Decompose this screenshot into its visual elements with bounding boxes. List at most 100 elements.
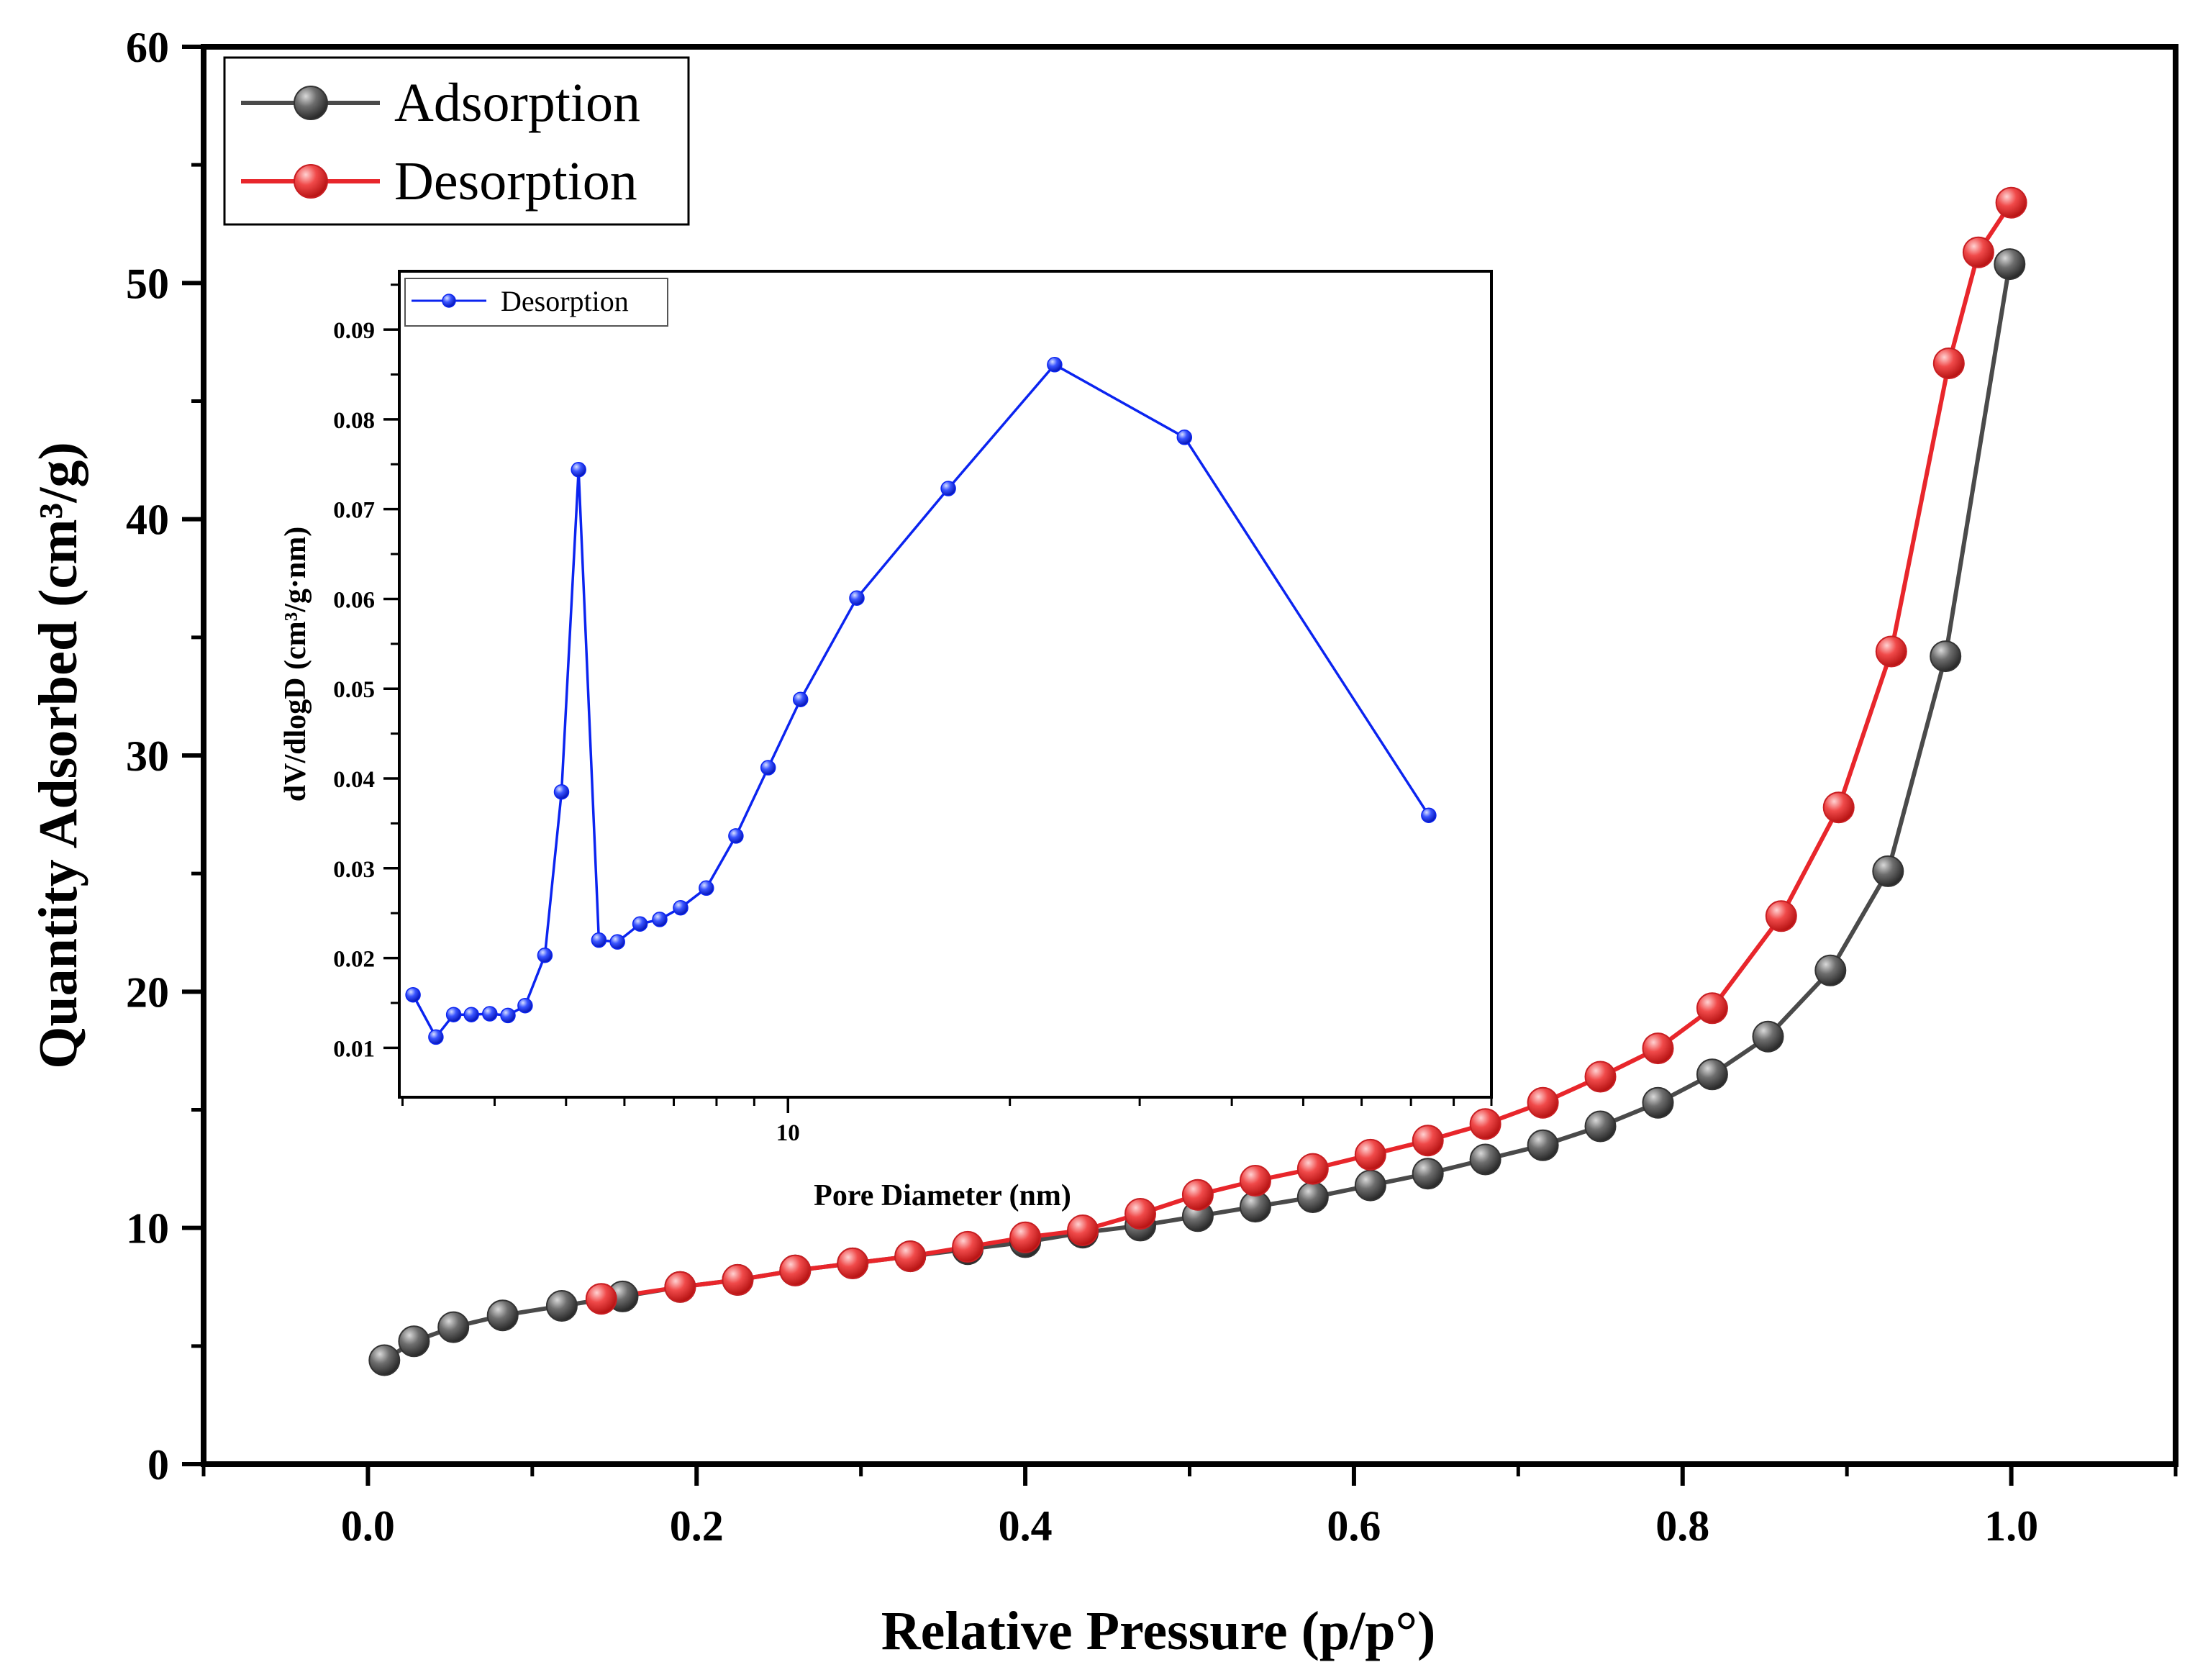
- inset-desorption-point: [760, 760, 776, 776]
- inset-legend-marker: [442, 294, 456, 308]
- desorption-point: [1527, 1086, 1559, 1119]
- adsorption-point: [1696, 1058, 1728, 1091]
- desorption-point: [1469, 1108, 1501, 1140]
- legend-adsorption-marker: [294, 86, 328, 120]
- inset-axes: 10 0.01 0.02 0.03 0.04 0.05 0.06 0.07 0.08 0.09: [333, 283, 1493, 1146]
- inset-desorption-point: [553, 784, 570, 800]
- adsorption-point: [437, 1311, 470, 1343]
- inset-desorption-point: [673, 899, 689, 916]
- inset-y-tick-label: 0.06: [333, 587, 375, 613]
- inset-desorption-point: [632, 916, 648, 932]
- desorption-point: [1239, 1165, 1271, 1197]
- main-x-tick-label: 0.2: [670, 1502, 724, 1550]
- main-y-tick-label: 20: [126, 968, 169, 1016]
- inset-desorption-point: [517, 997, 533, 1014]
- legend-adsorption-label: Adsorption: [394, 73, 640, 133]
- desorption-point: [1932, 348, 1965, 379]
- desorption-point: [664, 1271, 696, 1303]
- inset-y-tick-label: 0.04: [333, 767, 375, 793]
- inset-desorption-point: [792, 691, 809, 707]
- inset-desorption-point: [463, 1007, 479, 1022]
- main-y-tick-label: 30: [126, 732, 169, 780]
- main-legend-box: [223, 56, 690, 226]
- inset-y-tick-label: 0.07: [333, 498, 375, 524]
- inset-desorption-point: [609, 934, 625, 950]
- desorption-point: [1642, 1032, 1674, 1065]
- adsorption-point: [1642, 1086, 1674, 1119]
- inset-y-tick-label: 0.03: [333, 857, 375, 883]
- inset-y-tick-label: 0.05: [333, 677, 375, 703]
- adsorption-point: [1469, 1143, 1501, 1176]
- adsorption-point: [1872, 855, 1904, 887]
- main-series-layer: [368, 186, 2027, 1376]
- desorption-point: [779, 1254, 812, 1286]
- inset-legend: Desorption: [404, 278, 668, 327]
- adsorption-point: [1527, 1129, 1559, 1161]
- desorption-point: [1875, 635, 1907, 668]
- adsorption-point: [1814, 954, 1847, 986]
- inset-y-tick-label: 0.01: [333, 1036, 375, 1062]
- desorption-point: [1995, 186, 2027, 219]
- adsorption-point: [1994, 248, 2026, 281]
- inset-desorption-point: [405, 986, 421, 1003]
- inset-desorption-point: [571, 462, 586, 478]
- inset-desorption-point: [428, 1029, 444, 1045]
- inset-plot-frame: [398, 270, 1493, 1099]
- inset-series-layer: [405, 357, 1437, 1045]
- adsorption-point: [1584, 1110, 1617, 1143]
- adsorption-point: [545, 1290, 578, 1322]
- inset-legend-label: Desorption: [501, 285, 629, 317]
- inset-y-tick-label: 0.08: [333, 408, 375, 434]
- inset-desorption-point: [1047, 357, 1063, 373]
- inset-y-axis-title: dV/dlogD (cm³/g·nm): [279, 527, 312, 802]
- inset-desorption-point: [849, 590, 865, 606]
- inset-desorption-point: [482, 1006, 498, 1022]
- desorption-point: [1181, 1179, 1214, 1211]
- main-x-tick-label: 0.6: [1327, 1502, 1381, 1550]
- main-y-axis-title: Quantity Adsorbed (cm³/g): [28, 442, 88, 1068]
- inset-desorption-point: [1421, 807, 1437, 823]
- main-axes: 0.0 0.2 0.4 0.6 0.8 1.0 0 10 20 30 40 50 60: [126, 24, 2178, 1550]
- main-x-axis-title: Relative Pressure (p/p°): [881, 1601, 1436, 1661]
- desorption-point: [1354, 1138, 1386, 1171]
- main-y-tick-label: 50: [126, 260, 169, 307]
- desorption-point: [952, 1230, 984, 1263]
- main-legend: Adsorption Desorption: [223, 56, 690, 226]
- desorption-point: [585, 1283, 617, 1315]
- inset-y-tick-label: 0.09: [333, 318, 375, 344]
- desorption-point: [837, 1247, 869, 1279]
- inset-desorption-point: [1176, 430, 1193, 445]
- desorption-point: [1296, 1153, 1329, 1185]
- main-y-tick-label: 10: [126, 1205, 169, 1253]
- inset-y-tick-label: 0.02: [333, 947, 375, 973]
- desorption-point: [722, 1263, 754, 1296]
- desorption-point: [1765, 900, 1797, 932]
- legend-desorption-marker: [294, 164, 328, 199]
- desorption-point: [1009, 1221, 1042, 1253]
- main-y-tick-label: 40: [126, 496, 169, 544]
- desorption-point: [1412, 1125, 1444, 1157]
- inset-desorption-point: [699, 880, 714, 896]
- desorption-point: [1584, 1061, 1617, 1093]
- desorption-point: [1822, 791, 1855, 824]
- inset-x-axis-title: Pore Diameter (nm): [814, 1179, 1071, 1212]
- adsorption-point: [1752, 1020, 1784, 1053]
- inset-desorption-point: [940, 481, 956, 496]
- inset-desorption-point: [537, 948, 553, 963]
- inset-desorption-point: [500, 1007, 516, 1024]
- adsorption-point: [368, 1344, 401, 1376]
- adsorption-point: [398, 1325, 430, 1358]
- inset-desorption-point: [445, 1007, 462, 1022]
- adsorption-point: [1296, 1181, 1329, 1213]
- main-x-tick-label: 0.4: [999, 1502, 1053, 1550]
- inset-desorption-point: [591, 932, 607, 948]
- desorption-point: [1962, 236, 1994, 268]
- desorption-point: [1124, 1198, 1156, 1230]
- desorption-point: [1067, 1214, 1099, 1246]
- adsorption-point: [1354, 1169, 1386, 1202]
- inset-desorption-point: [652, 912, 668, 927]
- inset-desorption-point: [728, 828, 744, 844]
- desorption-point: [894, 1240, 927, 1273]
- inset-x-tick-label: 10: [776, 1120, 800, 1146]
